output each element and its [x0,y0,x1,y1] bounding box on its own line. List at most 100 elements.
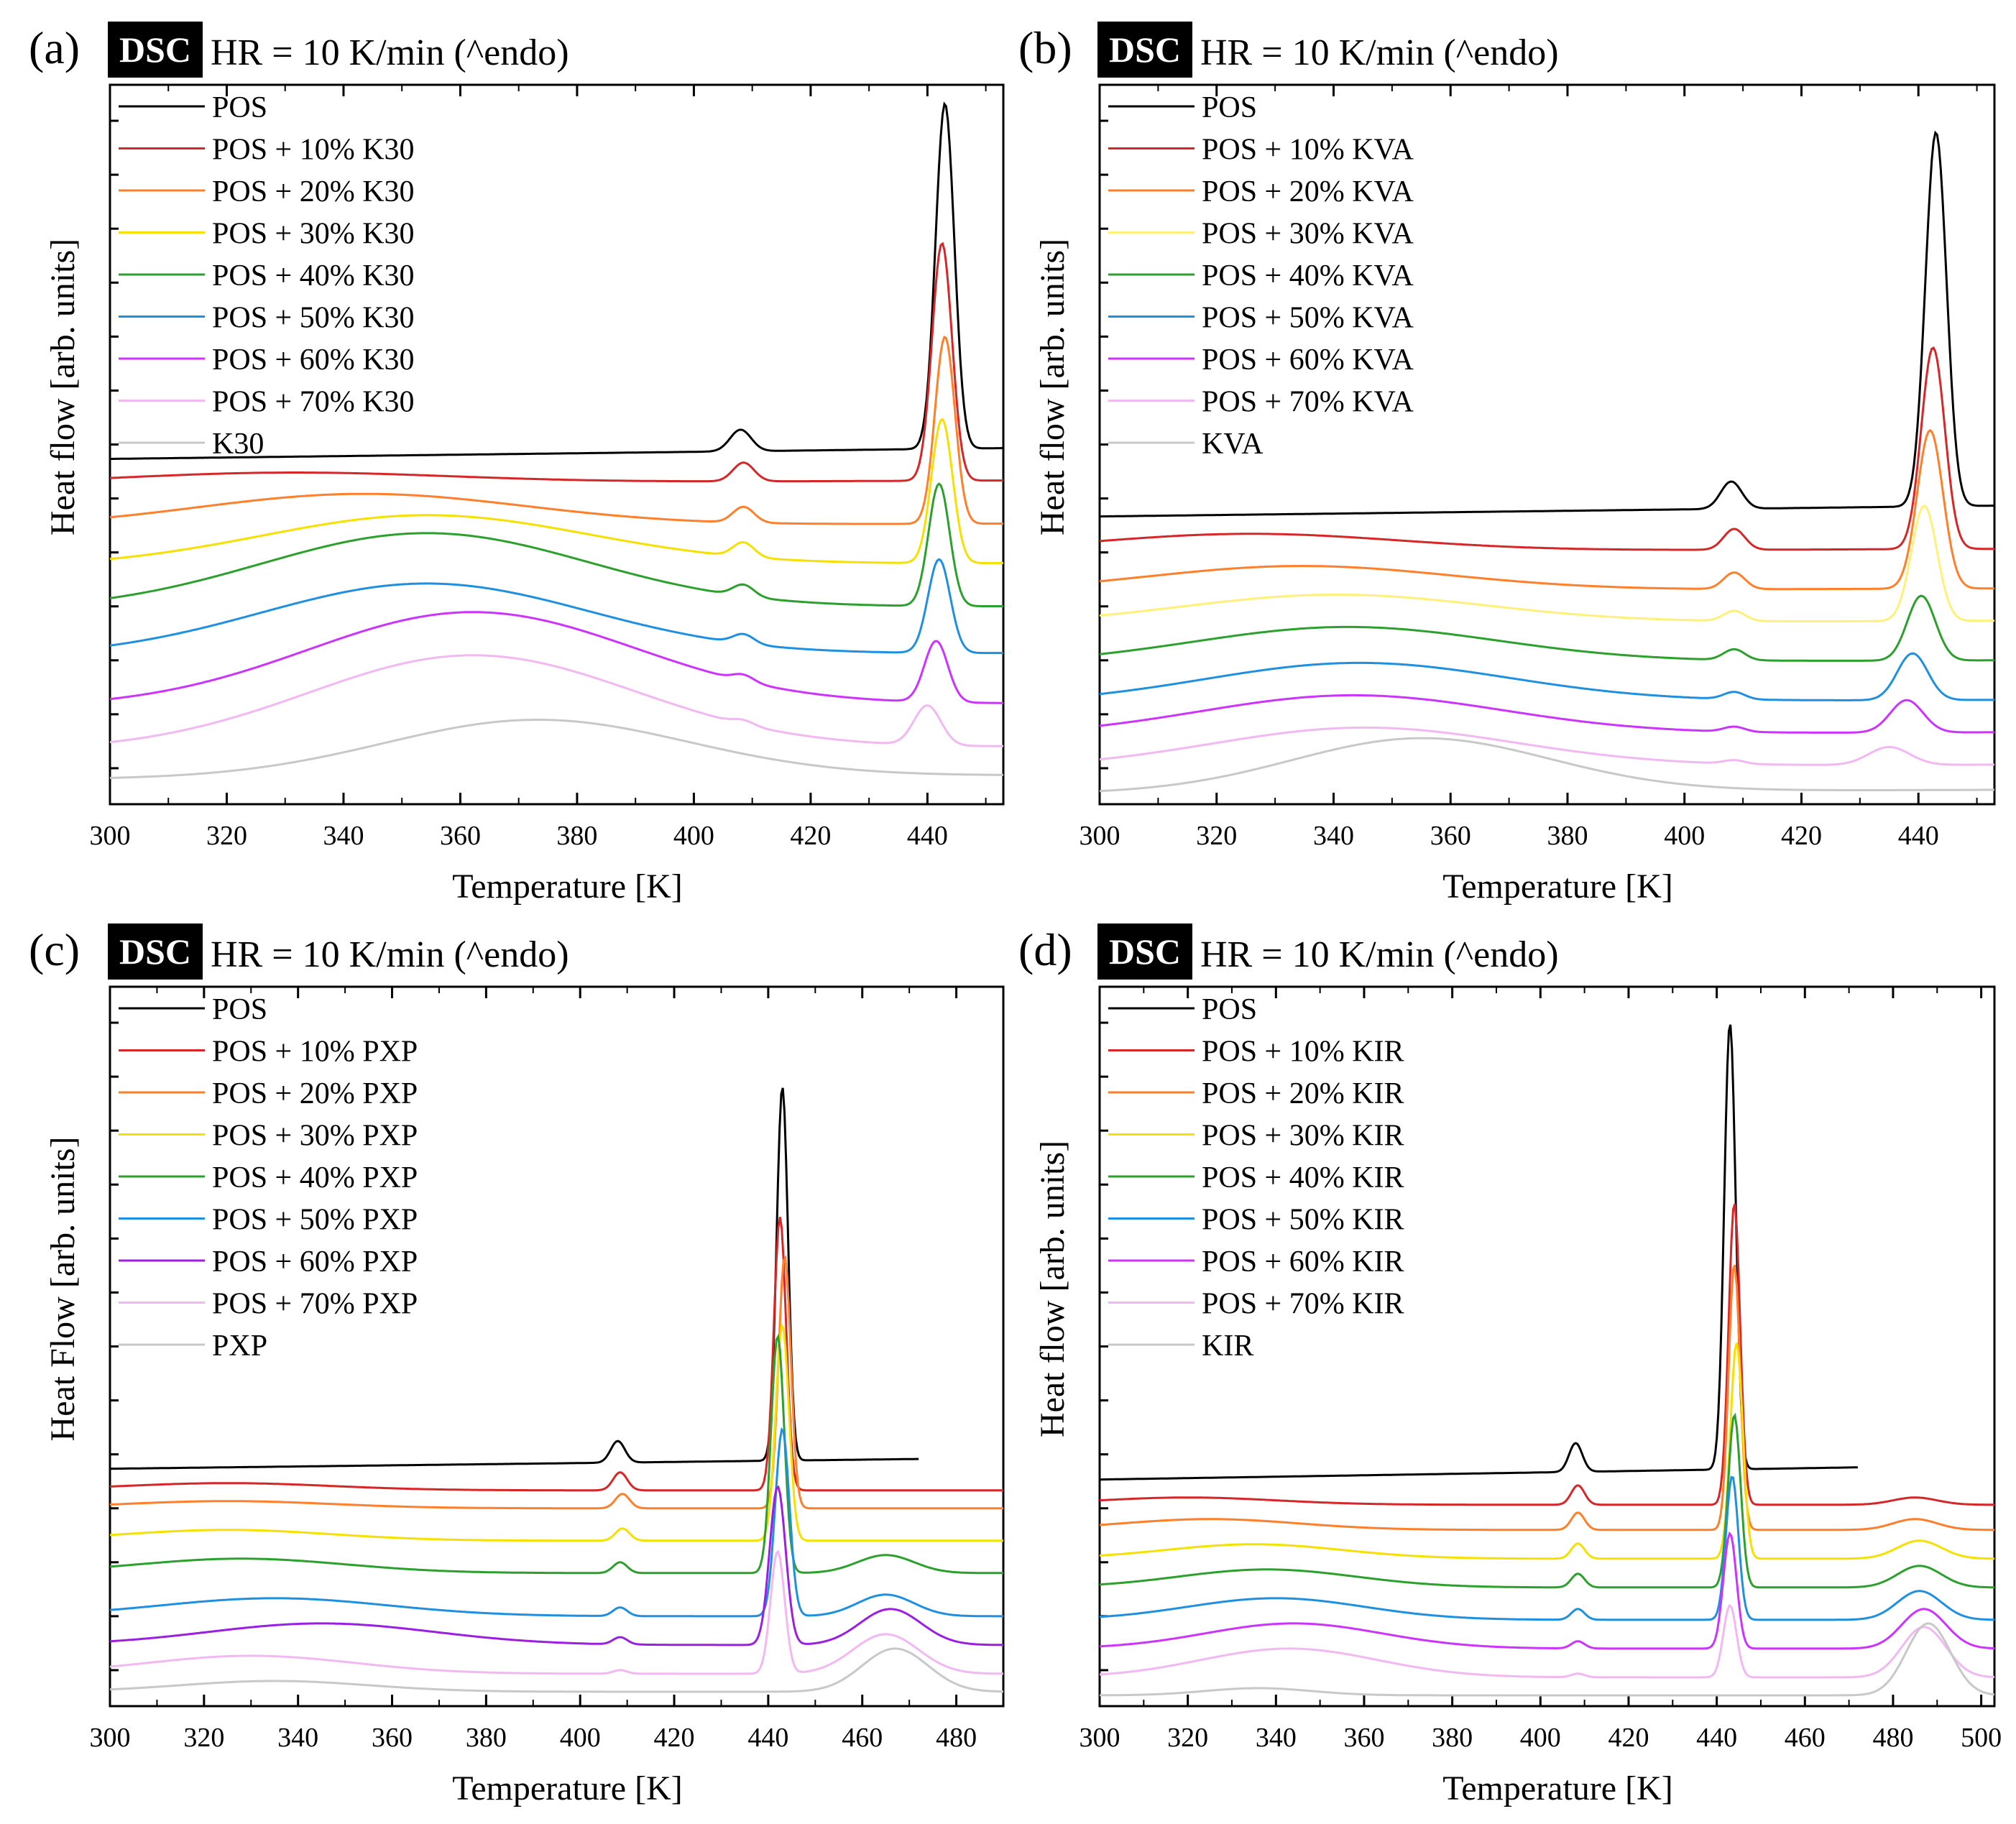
legend: POS POS + 10% K30 POS + 20% K30 POS + 30% K… [119,91,415,461]
series-line-7 [1099,1531,1995,1650]
x-tick-label: 320 [1167,1723,1208,1753]
series-line-8 [109,654,1004,747]
x-axis: 300 320 340 360 380 400 420 440 [90,85,987,851]
series-line-6 [1099,652,1995,701]
legend-entry-3: POS + 20% K30 [212,175,415,208]
legend-entry-7: POS + 60% K30 [212,344,415,377]
x-tick-label: 320 [206,821,247,851]
x-tick-label: 440 [747,1723,788,1753]
series-line-7 [1099,694,1994,734]
legend-entry-4: POS + 30% KIR [1202,1120,1404,1153]
x-tick-label: 300 [1080,821,1120,851]
x-tick-label: 440 [1898,821,1939,851]
x-tick-label: 300 [90,821,131,851]
legend-entry-5: POS + 40% K30 [212,259,415,293]
legend-entry-3: POS + 20% KIR [1202,1077,1404,1110]
x-tick-label: 420 [1781,821,1822,851]
series-line-1 [1100,1024,1858,1481]
series-line-9 [1100,1622,1995,1697]
x-tick-label: 460 [842,1723,883,1753]
series-line-4 [109,1322,1003,1542]
dsc-badge [1097,22,1192,78]
legend-entry-6: POS + 50% KIR [1202,1204,1404,1237]
chart-title: HR = 10 K/min (^endo) [1200,934,1559,975]
legend-entry-1: POS [212,91,267,124]
legend-entry-9: KVA [1202,428,1264,461]
series-line-7 [109,611,1003,704]
x-tick-label: 320 [183,1723,224,1753]
x-axis-label: Temperature [K] [1442,867,1672,906]
dsc-badge-text: DSC [119,29,191,70]
x-tick-label: 380 [1547,821,1588,851]
series-lines [109,1087,1004,1693]
y-axis-label: Heat flow [arb. units] [44,239,82,535]
legend-entry-5: POS + 40% KIR [1202,1161,1404,1194]
x-tick-label: 420 [790,821,831,851]
legend-entry-2: POS + 10% PXP [212,1036,418,1069]
legend-entry-1: POS [212,993,267,1026]
x-axis: 300 320 340 360 380 400 420 440 [1080,85,1978,851]
panel-c: (c) DSC HR = 10 K/min (^endo)300 320 340 360 3… [29,923,1005,1807]
dsc-badge-text: DSC [119,931,191,972]
legend-entry-3: POS + 20% KVA [1202,175,1414,208]
x-tick-label: 420 [1608,1723,1649,1753]
x-tick-label: 300 [1080,1723,1120,1753]
series-line-6 [109,1427,1003,1618]
x-tick-label: 380 [556,821,597,851]
x-tick-label: 420 [654,1723,695,1753]
x-tick-label: 340 [1256,1723,1297,1753]
legend-entry-8: POS + 70% K30 [212,386,415,419]
x-axis: 300 320 340 360 380 400 420 440 460 480 [90,987,977,1753]
x-tick-label: 480 [936,1723,977,1753]
x-tick-label: 380 [466,1723,507,1753]
legend: POS POS + 10% KVA POS + 20% KVA POS + 30% K… [1108,91,1414,461]
y-axis-label: Heat Flow [arb. units] [44,1137,82,1442]
chart-title: HR = 10 K/min (^endo) [211,934,569,975]
dsc-badge [1097,923,1192,980]
series-line-1 [109,1087,919,1470]
series-lines [1099,130,1995,793]
x-tick-label: 440 [907,821,948,851]
legend-entry-9: KIR [1202,1330,1253,1363]
series-line-3 [109,1254,1003,1510]
series-line-8 [109,1549,1004,1675]
panel-label: (c) [29,924,80,975]
legend-entry-4: POS + 30% K30 [212,218,415,251]
legend-entry-1: POS [1202,91,1257,124]
x-tick-label: 320 [1196,821,1237,851]
legend-entry-9: PXP [212,1330,267,1363]
x-tick-label: 300 [90,1723,131,1753]
x-tick-label: 500 [1961,1723,2002,1753]
panel-d: (d) DSC HR = 10 K/min (^endo)300 320 340 360 3… [1018,923,2002,1807]
x-tick-label: 440 [1696,1723,1737,1753]
panel-label: (a) [29,22,80,73]
chart-title: HR = 10 K/min (^endo) [1200,32,1559,73]
panel-a: (a) DSC HR = 10 K/min (^endo)300 320 340 360 3… [29,22,1005,906]
series-line-6 [109,558,1003,655]
legend-entry-6: POS + 50% KVA [1202,302,1414,335]
series-lines [109,101,1004,779]
series-line-2 [109,1217,1003,1492]
legend-entry-5: POS + 40% KVA [1202,259,1414,293]
series-line-4 [109,418,1003,565]
legend-entry-1: POS [1202,993,1257,1026]
series-line-2 [109,241,1004,483]
legend: POS POS + 10% PXP POS + 20% PXP POS + 30% P… [119,993,418,1363]
series-line-9 [109,719,1004,779]
x-tick-label: 460 [1785,1723,1826,1753]
x-tick-label: 360 [1430,821,1471,851]
x-axis-label: Temperature [K] [1442,1769,1672,1807]
x-tick-label: 400 [1664,821,1705,851]
x-tick-label: 340 [323,821,364,851]
x-axis-label: Temperature [K] [452,1769,682,1807]
series-line-3 [1099,1264,1994,1531]
legend-entry-4: POS + 30% KVA [1202,218,1414,251]
x-tick-label: 360 [372,1723,413,1753]
dsc-badge-text: DSC [1109,931,1181,972]
series-line-1 [110,101,1003,460]
series-line-3 [1099,428,1994,591]
series-line-4 [1099,505,1995,622]
legend: POS POS + 10% KIR POS + 20% KIR POS + 30% K… [1108,993,1404,1363]
x-axis-label: Temperature [K] [452,867,682,906]
legend-entry-9: K30 [212,428,264,461]
